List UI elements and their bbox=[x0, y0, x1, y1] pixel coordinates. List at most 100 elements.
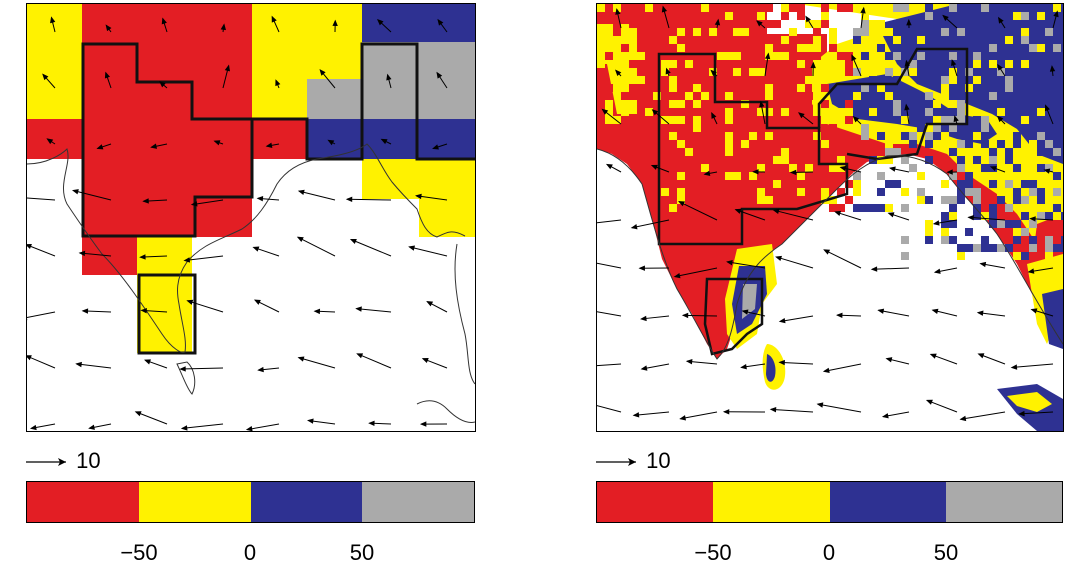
right-speckle-cell bbox=[725, 140, 733, 148]
right-wind-arrow bbox=[597, 405, 622, 413]
right-speckle-cell bbox=[997, 196, 1005, 204]
right-speckle-cell bbox=[645, 84, 653, 92]
right-speckle-cell bbox=[1045, 244, 1053, 252]
right-speckle-cell bbox=[789, 164, 797, 172]
right-speckle-cell bbox=[821, 172, 829, 180]
right-speckle-cell bbox=[685, 20, 693, 28]
right-speckle-cell bbox=[989, 148, 997, 156]
right-speckle-cell bbox=[605, 108, 613, 116]
right-speckle-cell bbox=[765, 196, 773, 204]
left-wind-arrowhead bbox=[183, 257, 191, 263]
right-speckle-cell bbox=[941, 140, 949, 148]
right-speckle-cell bbox=[669, 132, 677, 140]
right-speckle-cell bbox=[821, 20, 829, 28]
left-wind-arrowhead bbox=[253, 299, 261, 305]
left-wind-arrowhead bbox=[134, 411, 142, 417]
right-speckle-cell bbox=[1029, 188, 1037, 196]
right-speckle-cell bbox=[1053, 100, 1061, 108]
right-speckle-cell bbox=[709, 140, 717, 148]
right-speckle-cell bbox=[813, 28, 821, 36]
right-speckle-cell bbox=[909, 132, 917, 140]
right-speckle-cell bbox=[901, 100, 909, 108]
right-speckle-cell bbox=[957, 36, 965, 44]
right-speckle-cell bbox=[797, 116, 805, 124]
right-speckle-cell bbox=[981, 172, 989, 180]
right-speckle-cell bbox=[1045, 52, 1053, 60]
right-map-speckle bbox=[597, 4, 1063, 260]
right-speckle-cell bbox=[709, 84, 717, 92]
left-map-svg bbox=[27, 4, 475, 431]
right-speckle-cell bbox=[805, 156, 813, 164]
right-speckle-cell bbox=[669, 204, 677, 212]
right-speckle-cell bbox=[597, 4, 605, 12]
left-wind-arrowhead bbox=[386, 73, 392, 81]
left-wind-arrowhead bbox=[313, 308, 321, 315]
right-speckle-cell bbox=[773, 20, 781, 28]
right-speckle-cell bbox=[933, 132, 941, 140]
right-speckle-cell bbox=[1021, 28, 1029, 36]
right-speckle-cell bbox=[757, 180, 765, 188]
left-wind-arrowhead bbox=[190, 201, 198, 207]
right-colorbar-tick-3: 50 bbox=[933, 540, 959, 565]
right-speckle-cell bbox=[1005, 180, 1013, 188]
right-speckle-cell bbox=[1037, 188, 1045, 196]
right-speckle-cell bbox=[901, 60, 909, 68]
right-speckle-cell bbox=[613, 20, 621, 28]
right-speckle-cell bbox=[765, 4, 773, 12]
right-speckle-cell bbox=[693, 84, 701, 92]
right-speckle-cell bbox=[693, 100, 701, 108]
right-wind-arrowhead bbox=[615, 69, 622, 76]
right-speckle-cell bbox=[1045, 148, 1053, 156]
right-speckle-cell bbox=[845, 140, 853, 148]
right-speckle-cell bbox=[853, 68, 861, 76]
right-speckle-cell bbox=[669, 84, 677, 92]
right-wind-arrowhead bbox=[976, 310, 984, 316]
right-speckle-cell bbox=[1021, 212, 1029, 220]
right-speckle-cell bbox=[773, 132, 781, 140]
right-wind-arrow bbox=[683, 314, 718, 317]
left-coastline bbox=[27, 143, 475, 423]
right-speckle-cell bbox=[605, 116, 613, 124]
right-speckle-cell bbox=[613, 84, 621, 92]
right-speckle-cell bbox=[829, 36, 837, 44]
right-speckle-cell bbox=[677, 84, 685, 92]
right-speckle-cell bbox=[1013, 12, 1021, 20]
right-speckle-cell bbox=[749, 20, 757, 28]
right-wind-arrowhead bbox=[877, 308, 885, 314]
left-wind-arrowhead bbox=[415, 193, 422, 200]
right-speckle-cell bbox=[925, 140, 933, 148]
right-speckle-cell bbox=[813, 60, 821, 68]
right-coastline bbox=[597, 148, 1063, 360]
right-speckle-cell bbox=[925, 132, 933, 140]
right-speckle-cell bbox=[757, 164, 765, 172]
right-speckle-cell bbox=[957, 164, 965, 172]
right-wind-arrowhead bbox=[860, 6, 866, 14]
right-wind-arrowhead bbox=[932, 220, 940, 226]
right-speckle-cell bbox=[1005, 156, 1013, 164]
right-speckle-cell bbox=[933, 20, 941, 28]
right-speckle-cell bbox=[989, 44, 997, 52]
right-speckle-cell bbox=[749, 172, 757, 180]
left-wind-arrowhead bbox=[257, 366, 264, 373]
right-speckle-cell bbox=[725, 108, 733, 116]
right-wind-arrow bbox=[680, 411, 718, 420]
left-wind-arrowhead bbox=[421, 357, 429, 364]
right-speckle-cell bbox=[701, 20, 709, 28]
right-speckle-cell bbox=[1053, 4, 1061, 12]
right-speckle-cell bbox=[749, 156, 757, 164]
right-speckle-cell bbox=[829, 28, 837, 36]
right-speckle-cell bbox=[765, 20, 773, 28]
right-speckle-cell bbox=[1037, 196, 1045, 204]
right-speckle-cell bbox=[749, 36, 757, 44]
right-speckle-cell bbox=[621, 36, 629, 44]
right-speckle-cell bbox=[733, 164, 741, 172]
right-speckle-cell bbox=[941, 92, 949, 100]
left-wind-arrow bbox=[247, 423, 280, 431]
right-speckle-cell bbox=[909, 28, 917, 36]
left-wind-arrow bbox=[298, 357, 336, 369]
right-speckle-cell bbox=[669, 76, 677, 84]
right-speckle-cell bbox=[989, 4, 997, 12]
right-speckle-cell bbox=[717, 140, 725, 148]
right-speckle-cell bbox=[749, 68, 757, 76]
right-wind-arrowhead bbox=[726, 260, 733, 266]
